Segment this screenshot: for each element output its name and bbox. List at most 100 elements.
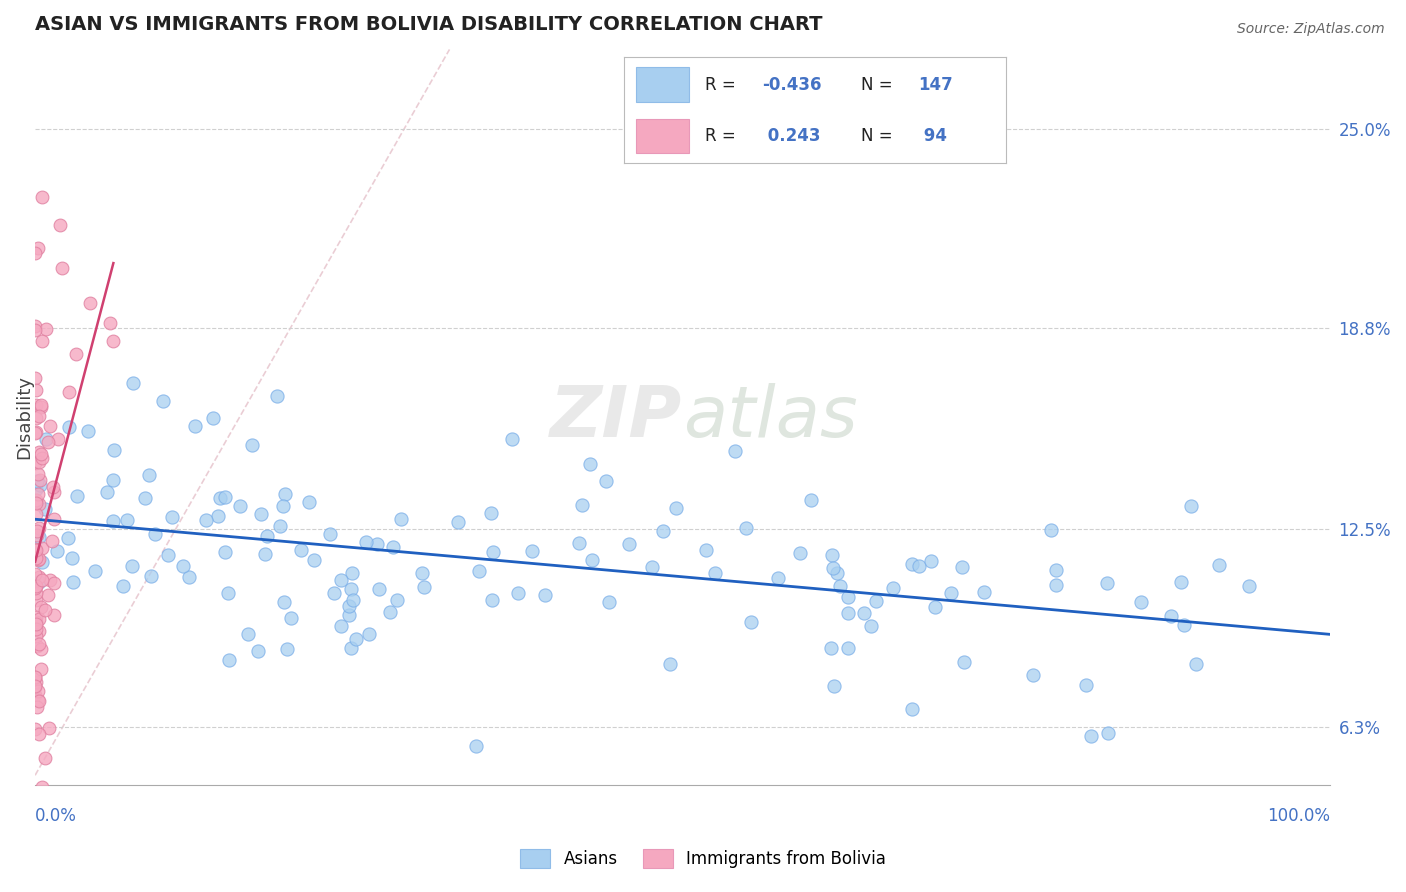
Point (25, 794, 48, 808)
Point (27, 487, 49, 501)
Point (28, 570, 51, 584)
Point (66, 490, 89, 504)
Point (27, 574, 49, 589)
Point (467, 564, 489, 578)
Point (65, 347, 87, 361)
Point (28, 551, 51, 566)
Point (34, 603, 56, 617)
Point (145, 527, 167, 541)
Point (25, 474, 48, 488)
Point (1237, 578, 1260, 592)
Point (413, 581, 436, 595)
Point (724, 443, 747, 458)
Point (28, 497, 51, 511)
Point (901, 557, 924, 571)
Point (25, 550, 48, 565)
Point (256, 528, 278, 542)
Point (1045, 578, 1067, 592)
Point (240, 438, 263, 452)
Point (354, 534, 377, 549)
Point (385, 593, 408, 607)
Point (38, 721, 60, 735)
Point (183, 419, 205, 434)
Point (1097, 726, 1119, 740)
Point (25, 410, 48, 425)
Point (704, 566, 727, 580)
Point (28, 409, 51, 424)
Point (41, 534, 63, 549)
Point (25, 623, 48, 637)
Point (162, 510, 184, 524)
Point (24, 425, 46, 440)
Point (939, 586, 962, 600)
Point (238, 626, 260, 640)
Point (665, 500, 688, 515)
Point (28, 727, 51, 741)
Point (950, 560, 973, 574)
Point (789, 546, 811, 560)
Point (446, 515, 468, 529)
Point (319, 527, 342, 541)
Legend: Asians, Immigrants from Bolivia: Asians, Immigrants from Bolivia (513, 842, 893, 875)
Point (42, 485, 65, 500)
Point (31, 541, 53, 556)
Point (58, 420, 80, 434)
Point (619, 537, 641, 551)
Point (30, 662, 52, 676)
Point (273, 487, 295, 501)
Point (24, 496, 46, 510)
Point (25, 639, 48, 653)
Point (103, 442, 125, 457)
Point (25, 579, 48, 593)
Point (156, 548, 179, 562)
Point (152, 394, 174, 409)
Point (652, 524, 675, 539)
Point (800, 493, 823, 508)
Point (96, 485, 118, 500)
Point (31, 334, 53, 348)
Text: atlas: atlas (682, 383, 858, 451)
Point (508, 586, 530, 600)
Point (520, 544, 543, 558)
Point (30, 400, 52, 414)
Point (138, 468, 160, 483)
Point (44, 512, 66, 526)
Point (218, 653, 240, 667)
Point (24, 581, 46, 595)
Point (581, 552, 603, 566)
Point (27, 530, 49, 544)
Point (25, 542, 48, 557)
Point (953, 655, 976, 669)
Point (24, 398, 46, 412)
Point (598, 595, 620, 609)
Point (367, 582, 389, 596)
Point (1095, 575, 1118, 590)
Text: ZIP: ZIP (550, 383, 682, 451)
Point (389, 512, 412, 526)
Point (25, 579, 48, 593)
Point (828, 579, 851, 593)
Point (34, 432, 56, 446)
Point (865, 594, 887, 608)
Point (24, 610, 46, 624)
Point (24, 426, 46, 441)
Point (1045, 564, 1067, 578)
Point (24, 456, 46, 470)
Point (103, 334, 125, 348)
Point (337, 607, 360, 622)
Point (24, 323, 46, 337)
Point (330, 574, 353, 588)
Point (595, 475, 617, 489)
Point (766, 570, 789, 584)
Text: 0.0%: 0.0% (35, 807, 77, 825)
Point (340, 641, 363, 656)
Point (853, 607, 876, 621)
Point (821, 548, 844, 562)
Point (24, 586, 46, 600)
Point (1173, 618, 1195, 632)
Point (24, 370, 46, 384)
Point (28, 473, 51, 487)
Point (1170, 574, 1192, 589)
Point (1180, 499, 1202, 513)
Point (217, 586, 239, 600)
